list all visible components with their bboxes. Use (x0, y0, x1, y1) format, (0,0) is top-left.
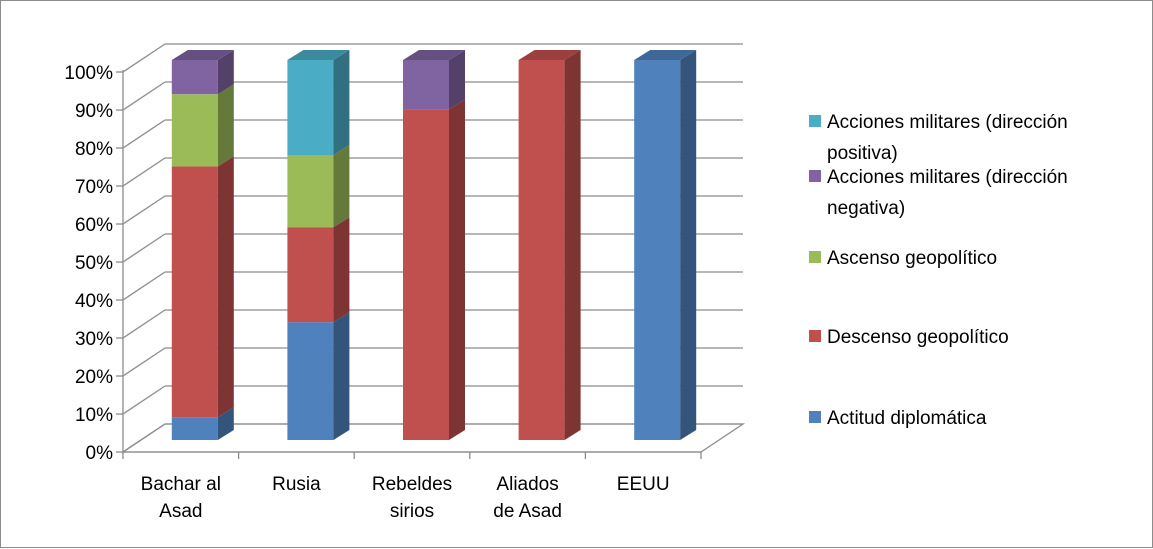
bar-side (333, 50, 350, 155)
bar-segment (171, 84, 234, 167)
gridline-depth (122, 119, 166, 149)
bar-segment (287, 145, 350, 228)
bar-side (333, 312, 350, 440)
bar-side (217, 84, 234, 167)
gridline-depth (122, 195, 166, 225)
bar-top (518, 50, 581, 60)
legend-label: Acciones militares (dirección positiva) (827, 112, 1068, 164)
bar-top (403, 50, 465, 60)
y-tick-label: 80% (75, 139, 113, 160)
gridline-depth (122, 233, 166, 263)
x-category-labels: Bachar al Asad Rusia Rebeldes sirios Aliados d… (141, 474, 670, 522)
y-tick-label: 0% (86, 443, 114, 464)
y-tick-label: 60% (75, 215, 113, 236)
bar-side (449, 99, 465, 441)
bar-segment (518, 50, 581, 440)
legend-swatch (809, 115, 821, 127)
bar-front (287, 227, 334, 323)
gridline-depth (122, 43, 166, 73)
bar-side (217, 50, 234, 95)
y-tick-labels: 0% 10% 20% 30% 40% 50% 60% 70% 80% 90% 100% (64, 63, 113, 464)
y-tick-label: 90% (75, 101, 113, 122)
gridline-depth (122, 309, 166, 339)
y-tick-label: 70% (75, 177, 113, 198)
bar-front (518, 60, 565, 440)
bar-segment (287, 217, 350, 323)
bar-segment (287, 312, 350, 440)
bar-segment (403, 50, 465, 110)
bar-front (287, 322, 334, 440)
bar-front (287, 60, 334, 155)
y-tick-label: 30% (75, 329, 113, 350)
legend: Acciones militares (dirección positiva)Ac… (809, 112, 1068, 429)
bar-segment (171, 407, 234, 440)
legend-swatch (809, 251, 821, 263)
legend-label: Acciones militares (dirección negativa) (827, 167, 1068, 219)
axes (116, 70, 702, 459)
bar-front (171, 166, 218, 418)
x-category-label: Bachar al Asad (141, 474, 221, 522)
bar-side (333, 217, 350, 323)
y-tick-label: 100% (64, 63, 113, 84)
bar-front (171, 60, 218, 95)
legend-label: Descenso geopolítico (827, 327, 1009, 348)
bar-segment (171, 156, 234, 418)
bar-top (171, 50, 234, 60)
gridline-depth (122, 423, 166, 453)
bar-front (171, 417, 218, 440)
y-tick-label: 40% (75, 291, 113, 312)
gridline-depth (122, 271, 166, 301)
gridline-depth (122, 347, 166, 377)
bar-front (634, 60, 681, 440)
bars (171, 50, 697, 441)
legend-swatch (809, 330, 821, 342)
x-category-label: Rusia (272, 474, 321, 495)
bar-front (287, 155, 334, 228)
bar-segment (403, 99, 465, 441)
bar-top (287, 50, 350, 60)
bar-segment (634, 50, 697, 440)
x-category-label: Aliados de Asad (493, 474, 562, 522)
legend-label: Ascenso geopolítico (827, 248, 997, 269)
bar-side (217, 156, 234, 418)
y-tick-label: 20% (75, 367, 113, 388)
y-tick-label: 10% (75, 405, 113, 426)
legend-swatch (809, 411, 821, 423)
bar-side (333, 145, 350, 228)
legend-swatch (809, 170, 821, 182)
bar-front (403, 109, 449, 441)
legend-label: Actitud diplomática (827, 408, 987, 429)
gridline-depth (122, 385, 166, 415)
bar-side (680, 50, 697, 440)
gridline-depth (122, 157, 166, 187)
y-tick-label: 50% (75, 253, 113, 274)
x-category-label: Rebeldes sirios (372, 474, 452, 522)
bar-top (634, 50, 697, 60)
bar-front (171, 94, 218, 167)
bar-segment (171, 50, 234, 95)
bar-side (217, 407, 234, 440)
bar-segment (287, 50, 350, 155)
gridline-depth (122, 81, 166, 111)
bar-side (564, 50, 581, 440)
bar-front (403, 60, 449, 110)
bar-side (449, 50, 465, 110)
x-category-label: EEUU (617, 474, 670, 495)
